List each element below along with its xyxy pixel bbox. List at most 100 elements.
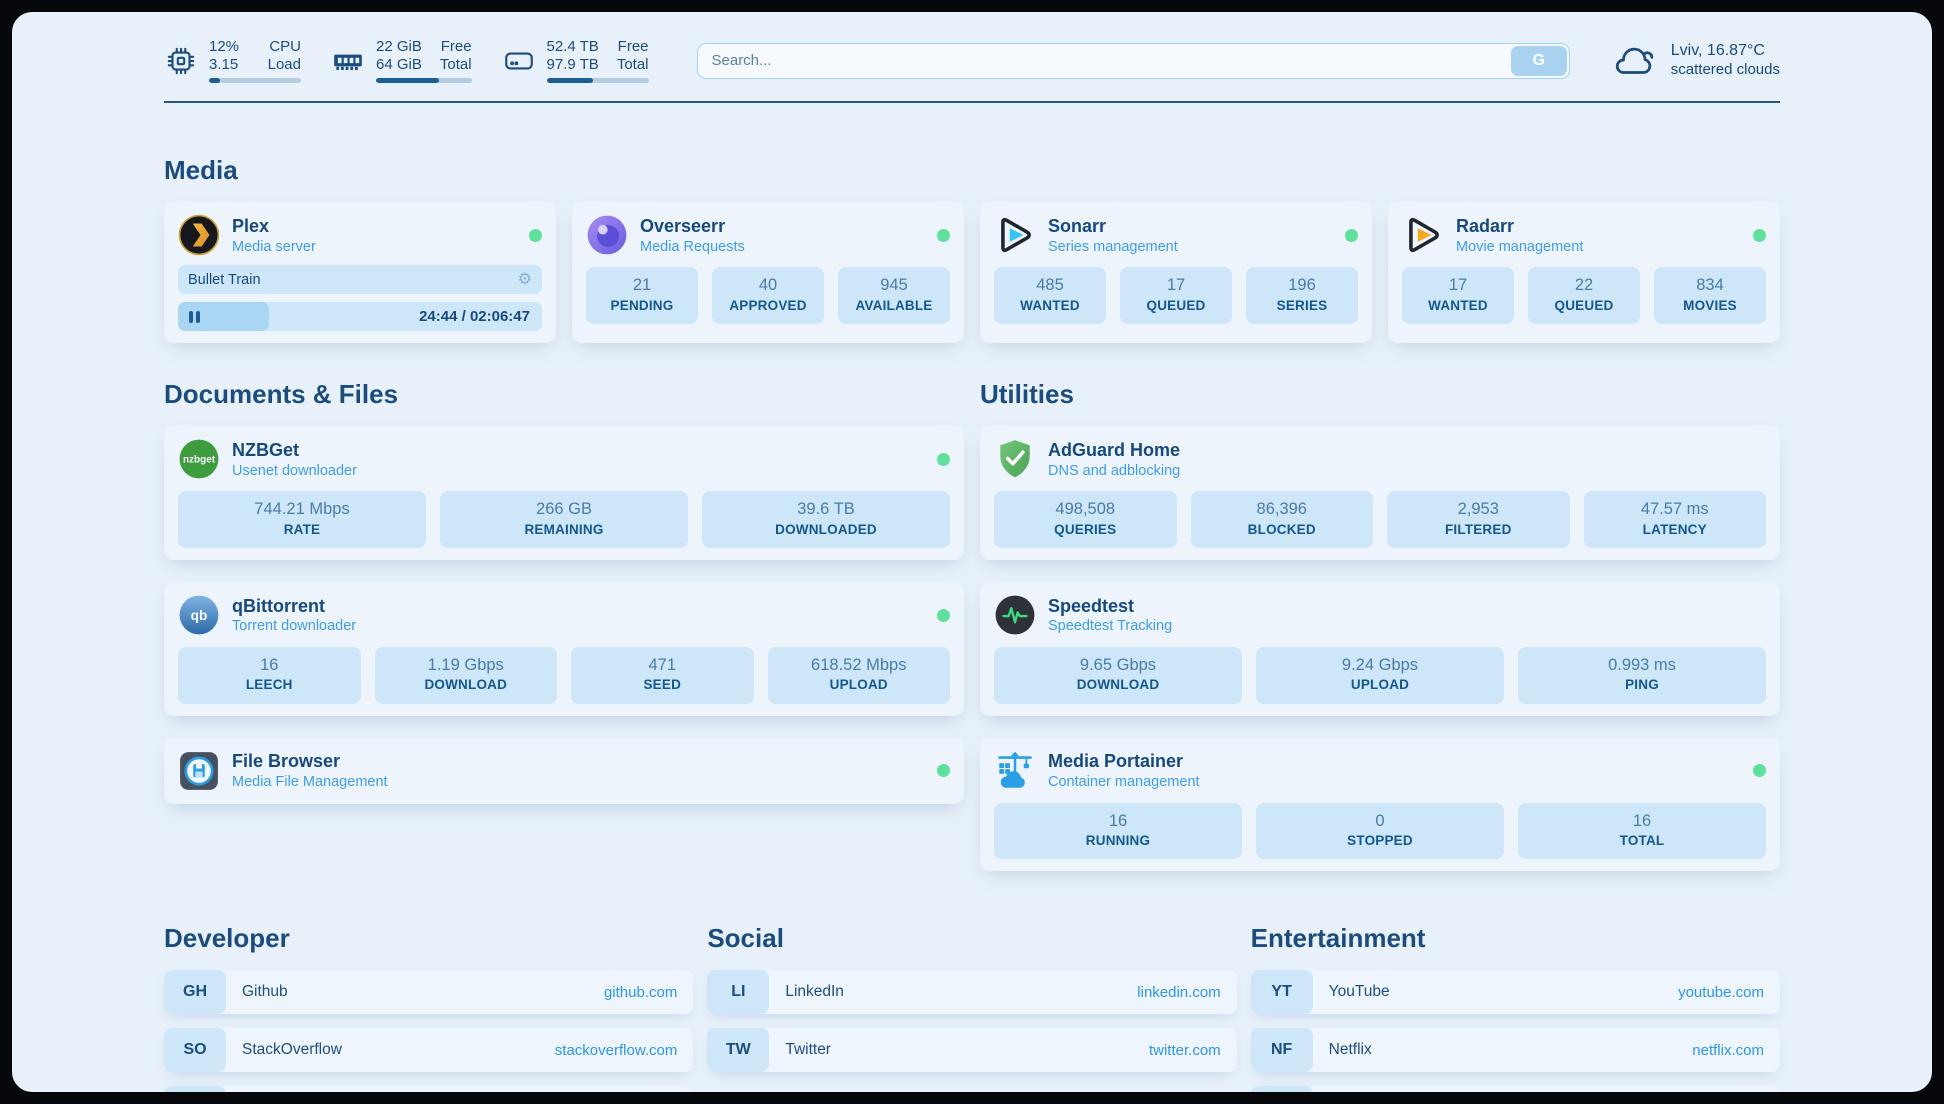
ram-total: 64 GiB: [376, 55, 422, 73]
stat-value: 16: [260, 656, 279, 675]
bookmark-badge: RE: [1250, 1086, 1313, 1092]
search-engine-button[interactable]: G: [1510, 45, 1567, 76]
stat-label: TOTAL: [1619, 833, 1665, 849]
status-online-dot: [937, 608, 950, 622]
search-input[interactable]: [696, 42, 1570, 79]
nzbget-card[interactable]: nzbget NZBGet Usenet downloader 744.21 M…: [164, 426, 964, 561]
app-subtitle: Torrent downloader: [232, 618, 357, 635]
stat-label: QUEUED: [1146, 297, 1206, 313]
topbar: 12% 3.15 CPU Load: [164, 38, 1780, 84]
playback-progressbar[interactable]: 24:44 / 02:06:47: [178, 302, 542, 332]
stat-label: LATENCY: [1642, 521, 1707, 537]
speedtest-pulse-icon: [994, 594, 1036, 636]
adguard-card[interactable]: AdGuard Home DNS and adblocking 498,508 …: [980, 426, 1780, 561]
bookmark-badge: NF: [1250, 1028, 1313, 1073]
bookmark-url[interactable]: twitter.com: [1148, 1041, 1221, 1059]
bookmark-netflix[interactable]: NF Netflix netflix.com: [1250, 1028, 1780, 1073]
stat-remaining: 266 GB REMAINING: [440, 491, 688, 549]
bookmark-name: Netflix: [1328, 1041, 1372, 1059]
stat-label: PING: [1625, 677, 1659, 693]
stat-stopped: 0 STOPPED: [1256, 802, 1504, 860]
app-subtitle: Movie management: [1456, 238, 1584, 255]
app-subtitle: DNS and adblocking: [1048, 462, 1181, 479]
dashboard-panel: 12% 3.15 CPU Load: [12, 12, 1932, 1092]
bookmark-name: YouTube: [1328, 983, 1390, 1001]
bookmark-linkedin[interactable]: LI LinkedIn linkedin.com: [707, 970, 1237, 1015]
bookmark-url[interactable]: github.com: [603, 983, 678, 1001]
status-online-dot: [1345, 228, 1358, 242]
stat-download: 9.65 Gbps DOWNLOAD: [994, 647, 1242, 704]
pause-icon[interactable]: [189, 310, 200, 323]
stat-label: MOVIES: [1683, 297, 1737, 313]
stat-label: WANTED: [1020, 297, 1080, 313]
qbittorrent-card[interactable]: qb qBittorrent Torrent downloader 16 LEE…: [164, 582, 964, 716]
bookmark-reddit[interactable]: RE Reddit reddit.com: [1250, 1086, 1780, 1092]
stat-value: 21: [632, 276, 652, 295]
portainer-card[interactable]: Media Portainer Container management 16 …: [980, 737, 1780, 872]
radarr-card[interactable]: Radarr Movie management 17 WANTED 22 QUE…: [1388, 202, 1780, 344]
svg-text:qb: qb: [191, 608, 208, 623]
ram-monitor: 22 GiB 64 GiB Free Total: [331, 38, 472, 84]
disk-label-1: Free: [617, 38, 649, 55]
stat-upload: 9.24 Gbps UPLOAD: [1256, 647, 1504, 704]
bookmark-url[interactable]: stackoverflow.com: [554, 1041, 678, 1059]
cpu-chip-icon: [164, 44, 198, 78]
bookmark-github[interactable]: GH Github github.com: [164, 970, 694, 1015]
ram-free: 22 GiB: [376, 38, 422, 55]
stat-value: 9.65 Gbps: [1079, 656, 1157, 675]
bookmark-url[interactable]: netflix.com: [1692, 1041, 1764, 1059]
stat-value: 196: [1288, 276, 1316, 295]
playback-time: 24:44 / 02:06:47: [419, 308, 530, 326]
topbar-divider: [164, 101, 1780, 104]
disk-progressbar: [546, 78, 649, 84]
bookmark-url[interactable]: youtube.com: [1678, 983, 1764, 1001]
bookmark-dev[interactable]: DT DEV dev.to: [164, 1086, 694, 1092]
gear-icon[interactable]: ⚙: [517, 270, 532, 288]
ram-label-1: Free: [440, 38, 472, 55]
stat-running: 16 RUNNING: [994, 802, 1242, 860]
app-title: AdGuard Home: [1048, 440, 1181, 461]
stat-value: 485: [1036, 276, 1064, 295]
stat-value: 86,396: [1256, 500, 1307, 519]
stat-value: 17: [1448, 276, 1468, 295]
sonarr-card[interactable]: Sonarr Series management 485 WANTED 17 Q…: [980, 202, 1372, 344]
app-title: File Browser: [232, 751, 341, 772]
stat-queued: 17 QUEUED: [1120, 267, 1232, 325]
stat-label: UPLOAD: [1350, 677, 1410, 693]
weather-location-temp: Lviv, 16.87°C: [1670, 42, 1765, 60]
stat-value: 945: [880, 276, 908, 295]
stat-value: 266 GB: [536, 500, 592, 519]
stat-available: 945 AVAILABLE: [838, 267, 950, 325]
bookmark-twitter[interactable]: TW Twitter twitter.com: [707, 1028, 1237, 1073]
status-online-dot: [1753, 228, 1766, 242]
stat-label: PENDING: [610, 297, 674, 313]
bookmark-youtube[interactable]: YT YouTube youtube.com: [1250, 970, 1780, 1015]
disk-total: 97.9 TB: [546, 55, 599, 73]
cpu-percent: 12%: [209, 38, 240, 55]
stat-value: 39.6 TB: [797, 500, 855, 519]
overseerr-card[interactable]: Overseerr Media Requests 21 PENDING 40 A…: [572, 202, 964, 344]
plex-card[interactable]: Plex Media server Bullet Train ⚙ 24:44: [164, 202, 556, 344]
stat-latency: 47.57 ms LATENCY: [1583, 491, 1766, 549]
status-online-dot: [937, 764, 950, 778]
app-title: qBittorrent: [232, 595, 325, 616]
bookmark-stackoverflow[interactable]: SO StackOverflow stackoverflow.com: [164, 1028, 694, 1073]
radarr-icon: [1402, 214, 1444, 256]
stat-value: 834: [1696, 276, 1724, 295]
portainer-crane-icon: [994, 750, 1036, 792]
app-title: Plex: [232, 216, 270, 237]
stat-approved: 40 APPROVED: [712, 267, 824, 325]
stat-label: DOWNLOADED: [775, 521, 877, 537]
stat-label: WANTED: [1428, 297, 1488, 313]
stat-value: 498,508: [1055, 500, 1116, 519]
app-title: Overseerr: [640, 216, 726, 237]
nzbget-icon: nzbget: [178, 438, 220, 480]
bookmark-name: StackOverflow: [242, 1041, 342, 1059]
stat-label: APPROVED: [729, 297, 807, 313]
stat-value: 47.57 ms: [1640, 500, 1709, 519]
stat-label: RUNNING: [1085, 833, 1151, 849]
disk-free: 52.4 TB: [546, 38, 599, 55]
speedtest-card[interactable]: Speedtest Speedtest Tracking 9.65 Gbps D…: [980, 582, 1780, 716]
filebrowser-card[interactable]: File Browser Media File Management: [164, 737, 964, 804]
bookmark-url[interactable]: linkedin.com: [1137, 983, 1221, 1001]
